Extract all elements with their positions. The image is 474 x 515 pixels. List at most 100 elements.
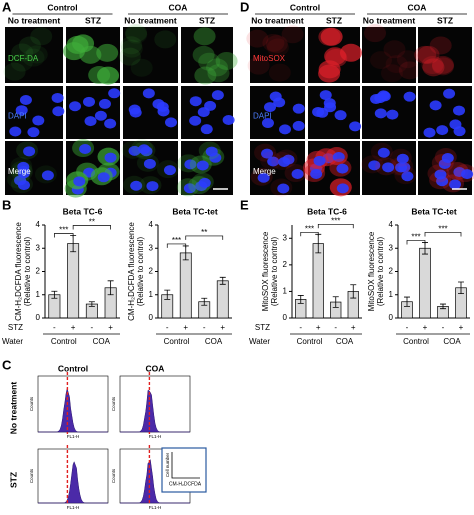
nucleus bbox=[15, 105, 28, 116]
micrograph bbox=[362, 27, 416, 83]
nucleus bbox=[292, 103, 305, 114]
cell-signal bbox=[383, 40, 406, 59]
histogram bbox=[38, 388, 108, 433]
cell-signal bbox=[262, 33, 285, 52]
significance-label: *** bbox=[411, 233, 420, 242]
micrograph bbox=[123, 27, 178, 83]
cell-signal bbox=[364, 24, 387, 43]
y-tick-label: 0 bbox=[389, 313, 394, 322]
nucleus bbox=[319, 90, 332, 101]
panel-label: E bbox=[240, 197, 249, 212]
significance-bracket bbox=[72, 225, 111, 230]
row-label: MitoSOX bbox=[253, 54, 286, 63]
error-bar bbox=[88, 301, 95, 307]
nucleus bbox=[41, 170, 54, 181]
nucleus bbox=[83, 96, 96, 107]
nucleus bbox=[23, 146, 36, 157]
y-tick-label: 1 bbox=[389, 290, 394, 299]
x-tick-label: - bbox=[406, 323, 409, 332]
column-header: STZ bbox=[326, 15, 342, 25]
significance-bracket bbox=[406, 240, 426, 245]
nucleus bbox=[291, 169, 304, 180]
bar bbox=[419, 247, 431, 319]
cell-signal bbox=[18, 36, 41, 55]
nucleus bbox=[310, 169, 323, 180]
histogram bbox=[38, 461, 108, 504]
column-header: No treatment bbox=[363, 15, 416, 25]
nucleus bbox=[108, 88, 121, 99]
y-tick-label: 1 bbox=[283, 287, 288, 296]
cell-signal bbox=[422, 58, 445, 77]
y-axis-label: MitoSOX fluorescence bbox=[261, 231, 270, 311]
nucleus bbox=[204, 100, 217, 111]
nucleus bbox=[449, 179, 462, 190]
chart-title: Beta TC-tet bbox=[172, 206, 218, 216]
cell-signal bbox=[22, 48, 45, 67]
significance-bracket bbox=[166, 243, 187, 248]
histogram bbox=[120, 389, 190, 433]
nucleus bbox=[257, 172, 270, 183]
significance-bracket bbox=[54, 233, 74, 238]
cell-signal bbox=[194, 66, 217, 85]
row-header: STZ bbox=[8, 472, 18, 488]
y-tick-label: 3 bbox=[283, 233, 288, 242]
x-tick-label: + bbox=[459, 323, 464, 332]
cell-signal bbox=[265, 35, 288, 54]
cell-signal bbox=[432, 57, 455, 76]
x-tick-label: - bbox=[166, 323, 169, 332]
cell-signal bbox=[120, 36, 143, 55]
group-label: Control bbox=[403, 337, 429, 346]
nucleus bbox=[189, 115, 202, 126]
nucleus bbox=[84, 116, 97, 127]
nucleus bbox=[196, 160, 209, 171]
row-label: DAPI bbox=[253, 112, 272, 121]
column-header: STZ bbox=[199, 15, 215, 25]
x-axis-label: FL1-H bbox=[149, 505, 162, 510]
cell-signal bbox=[25, 45, 48, 64]
nucleus bbox=[336, 183, 349, 194]
error-bar bbox=[219, 276, 226, 285]
nucleus bbox=[17, 161, 30, 172]
nucleus bbox=[313, 155, 326, 166]
column-header: COA bbox=[146, 363, 165, 373]
panel-label: B bbox=[2, 197, 11, 212]
group-header: Control bbox=[290, 2, 320, 12]
nucleus bbox=[138, 144, 151, 155]
nucleus bbox=[269, 91, 282, 102]
y-axis-label: Counts bbox=[111, 468, 116, 483]
y-tick-label: 0 bbox=[36, 313, 41, 322]
nucleus bbox=[104, 152, 117, 163]
nucleus bbox=[261, 148, 274, 159]
column-header: No treatment bbox=[251, 15, 304, 25]
cell-signal bbox=[120, 39, 143, 58]
nucleus bbox=[73, 176, 86, 187]
significance-label: ** bbox=[201, 228, 207, 237]
cell-signal bbox=[417, 45, 440, 64]
cell-signal bbox=[97, 66, 120, 85]
cell-signal bbox=[10, 53, 33, 72]
group-label: Control bbox=[297, 337, 323, 346]
row-title: STZ bbox=[255, 323, 270, 332]
micrograph bbox=[418, 27, 472, 83]
nucleus bbox=[184, 159, 197, 170]
y-tick-label: 1 bbox=[36, 290, 41, 299]
nucleus bbox=[453, 105, 466, 116]
column-header: Control bbox=[58, 363, 88, 373]
nucleus bbox=[368, 160, 381, 171]
y-tick-label: 3 bbox=[149, 243, 154, 252]
nucleus bbox=[263, 102, 276, 113]
nucleus bbox=[200, 124, 213, 135]
legend-y-label: Cell number bbox=[165, 452, 170, 477]
panel-label: C bbox=[2, 357, 12, 372]
y-axis-label: (Relative to control) bbox=[23, 236, 32, 306]
column-header: STZ bbox=[85, 15, 101, 25]
nucleus bbox=[403, 91, 416, 102]
cell-signal bbox=[11, 43, 34, 62]
nucleus bbox=[165, 117, 178, 128]
y-axis-label: MitoSOX fluorescence bbox=[367, 231, 376, 311]
nucleus bbox=[94, 110, 107, 121]
y-tick-label: 3 bbox=[389, 243, 394, 252]
x-axis-label: FL1-H bbox=[67, 434, 80, 439]
group-label: COA bbox=[443, 337, 461, 346]
